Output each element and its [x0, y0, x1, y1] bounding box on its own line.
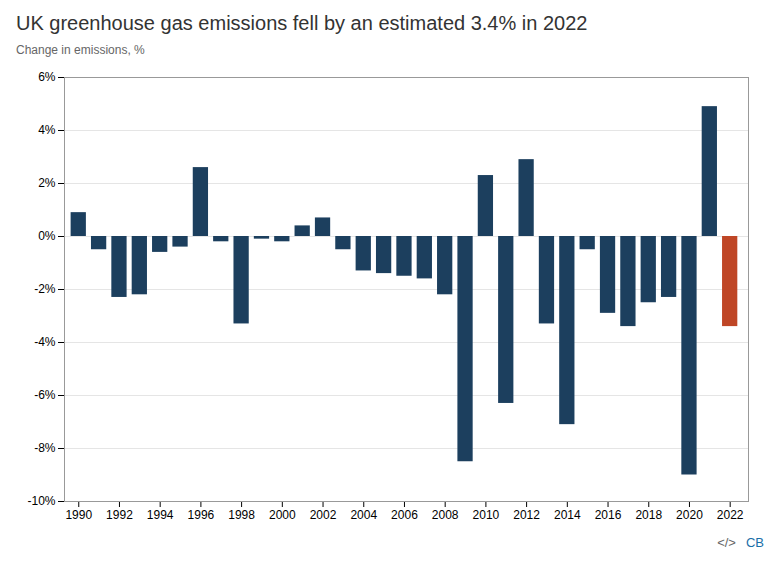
svg-text:2000: 2000	[269, 508, 296, 522]
svg-text:2002: 2002	[310, 508, 337, 522]
svg-text:-2%: -2%	[34, 282, 56, 296]
svg-text:1990: 1990	[65, 508, 92, 522]
svg-text:2%: 2%	[38, 176, 56, 190]
svg-text:1998: 1998	[228, 508, 255, 522]
svg-text:-10%: -10%	[27, 494, 55, 508]
svg-text:1992: 1992	[106, 508, 133, 522]
svg-text:4%: 4%	[38, 123, 56, 137]
svg-text:0%: 0%	[38, 229, 56, 243]
svg-text:-8%: -8%	[34, 441, 56, 455]
html-text:UK greenhouse gas emissions fe: UK greenhouse gas emissions fell by an e…	[16, 12, 588, 34]
svg-text:6%: 6%	[38, 70, 56, 84]
svg-text:2008: 2008	[432, 508, 459, 522]
svg-text:2016: 2016	[595, 508, 622, 522]
svg-text:2010: 2010	[473, 508, 500, 522]
svg-text:-6%: -6%	[34, 388, 56, 402]
svg-text:2012: 2012	[513, 508, 540, 522]
svg-text:-4%: -4%	[34, 335, 56, 349]
svg-text:2018: 2018	[635, 508, 662, 522]
html-text:Change in emissions, %: Change in emissions, %	[16, 43, 145, 57]
svg-text:1994: 1994	[147, 508, 174, 522]
svg-text:2022: 2022	[717, 508, 744, 522]
svg-text:2014: 2014	[554, 508, 581, 522]
svg-text:2004: 2004	[350, 508, 377, 522]
svg-text:2020: 2020	[676, 508, 703, 522]
svg-text:2006: 2006	[391, 508, 418, 522]
svg-text:1996: 1996	[188, 508, 215, 522]
html-text:CB: CB	[745, 535, 764, 550]
